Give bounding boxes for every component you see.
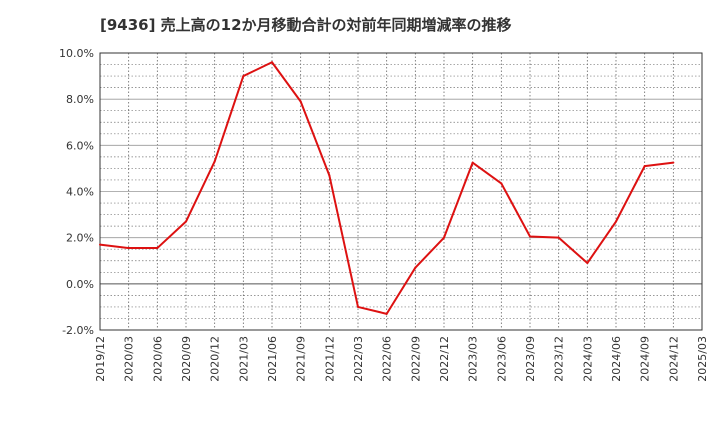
- x-tick-label: 2020/03: [123, 336, 136, 382]
- y-tick-label: -2.0%: [62, 324, 94, 337]
- x-tick-label: 2021/03: [237, 336, 250, 382]
- y-tick-label: 8.0%: [66, 93, 94, 106]
- data-point: [156, 247, 159, 250]
- x-tick-label: 2025/03: [696, 336, 709, 382]
- data-point: [357, 305, 359, 308]
- x-tick-label: 2020/12: [209, 336, 222, 382]
- x-tick-label: 2022/09: [409, 336, 422, 382]
- x-tick-label: 2022/03: [352, 336, 365, 382]
- data-point: [271, 61, 273, 64]
- data-point: [328, 174, 331, 177]
- y-tick-label: 10.0%: [59, 47, 94, 60]
- x-tick-label: 2019/12: [94, 336, 107, 382]
- x-tick-label: 2021/12: [323, 336, 336, 382]
- y-tick-label: 0.0%: [66, 278, 94, 291]
- data-point: [299, 100, 302, 103]
- data-point: [185, 220, 187, 223]
- x-tick-label: 2024/06: [610, 336, 623, 382]
- data-point: [242, 75, 245, 78]
- data-point: [500, 182, 503, 185]
- x-tick-label: 2023/09: [524, 336, 537, 382]
- chart-title: [9436] 売上高の12か月移動合計の対前年同期増減率の推移: [100, 16, 512, 34]
- data-point: [99, 243, 101, 246]
- x-tick-label: 2024/12: [667, 336, 680, 382]
- data-point: [672, 161, 675, 164]
- data-point: [385, 312, 388, 315]
- x-tick-label: 2023/03: [467, 336, 480, 382]
- data-point: [557, 236, 560, 239]
- y-tick-label: 4.0%: [66, 186, 94, 199]
- data-point: [414, 266, 417, 269]
- data-point: [529, 235, 531, 238]
- x-tick-label: 2020/09: [180, 336, 193, 382]
- x-tick-label: 2024/03: [581, 336, 594, 382]
- x-tick-label: 2020/06: [151, 336, 164, 382]
- data-point: [643, 165, 646, 168]
- data-point: [615, 220, 617, 223]
- data-point: [586, 262, 589, 265]
- data-point: [471, 161, 474, 164]
- y-tick-label: 2.0%: [66, 232, 94, 245]
- x-tick-label: 2021/06: [266, 336, 279, 382]
- y-tick-label: 6.0%: [66, 139, 94, 152]
- data-point: [213, 160, 216, 163]
- x-tick-label: 2022/12: [438, 336, 451, 382]
- plot-frame: [99, 52, 703, 331]
- x-tick-label: 2022/06: [381, 336, 394, 382]
- x-tick-label: 2023/12: [553, 336, 566, 382]
- x-tick-label: 2024/09: [639, 336, 652, 382]
- data-point: [127, 247, 130, 250]
- x-tick-label: 2021/09: [295, 336, 308, 382]
- data-point: [443, 236, 445, 239]
- x-tick-label: 2023/06: [495, 336, 508, 382]
